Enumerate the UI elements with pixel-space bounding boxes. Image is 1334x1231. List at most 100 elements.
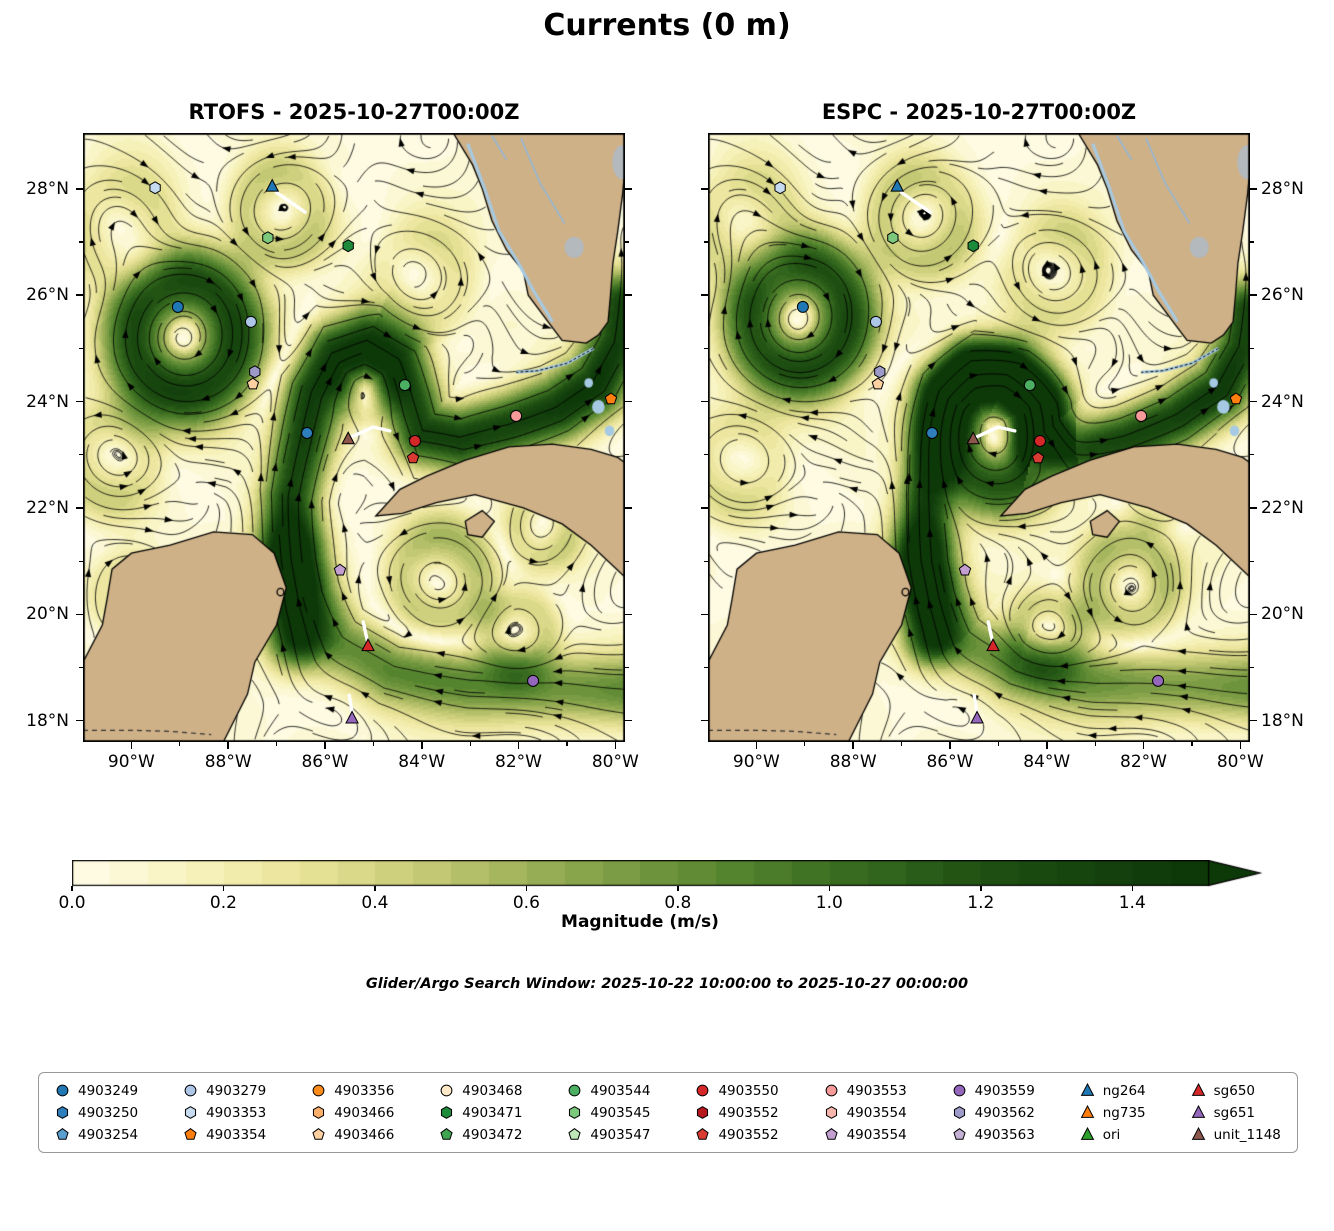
triangle-glyph [1080, 1105, 1095, 1118]
legend: 4903249 4903250 4903254 4903279 4903353 49033… [38, 1072, 1298, 1153]
lon-tick [421, 742, 423, 749]
legend-item-4903544: 4903544 [567, 1080, 651, 1101]
legend-item-4903552: 4903552 [695, 1102, 779, 1123]
legend-item-label: sg651 [1213, 1104, 1255, 1121]
lon-tick [227, 742, 229, 749]
legend-item-label: 4903562 [974, 1104, 1035, 1121]
lon-tick-label: 86°W [926, 752, 974, 772]
lat-tick [76, 400, 83, 403]
legend-item-label: 4903466 [334, 1126, 395, 1143]
legend-item-label: 4903545 [590, 1104, 651, 1121]
espc-streamplot-map [708, 133, 1250, 742]
circle-glyph [56, 1084, 69, 1097]
lat-minor-tick [625, 560, 629, 562]
legend-item-4903472: 4903472 [439, 1124, 522, 1145]
legend-item-label: 4903553 [846, 1082, 907, 1099]
triangle-marker-icon [1191, 1083, 1205, 1096]
legend-item-label: 4903250 [78, 1104, 139, 1121]
colorbar-tick-label: 0.6 [512, 893, 540, 913]
legend-item-label: 4903554 [846, 1126, 907, 1143]
circle-marker-icon [184, 1084, 197, 1097]
legend-item-label: ori [1102, 1126, 1121, 1143]
hexagon-glyph [825, 1106, 837, 1119]
colorbar-tick [828, 886, 831, 891]
legend-item-4903563: 4903563 [952, 1124, 1035, 1145]
legend-item-label: sg650 [1213, 1082, 1255, 1099]
panel-title-rtofs: RTOFS - 2025-10-27T00:00Z [188, 100, 520, 124]
lon-tick-label: 88°W [829, 752, 877, 772]
legend-item-4903554: 4903554 [824, 1102, 907, 1123]
legend-item-sg651: sg651 [1191, 1102, 1281, 1123]
lat-tick [76, 613, 83, 616]
legend-item-4903249: 4903249 [55, 1080, 138, 1101]
lat-tick [701, 400, 708, 403]
lat-tick [1250, 400, 1257, 403]
lat-minor-tick [625, 666, 629, 669]
lon-tick-label: 80°W [591, 752, 639, 772]
lat-tick [625, 719, 632, 722]
lat-tick [76, 294, 83, 296]
lat-minor-tick [1250, 560, 1254, 562]
pentagon-marker-icon [696, 1128, 710, 1140]
legend-item-label: 4903559 [974, 1082, 1035, 1099]
lat-tick-label: 22°N [1261, 497, 1304, 518]
pentagon-glyph [312, 1128, 325, 1140]
lat-tick [1250, 188, 1257, 190]
lat-tick [625, 188, 632, 190]
hexagon-marker-icon [185, 1106, 197, 1119]
legend-item-label: 4903547 [590, 1126, 651, 1143]
legend-item-label: 4903356 [334, 1082, 395, 1099]
lat-tick [1250, 294, 1257, 296]
lat-tick-label: 24°N [26, 391, 69, 412]
circle-glyph [312, 1084, 325, 1097]
colorbar-tick-label: 1.2 [967, 893, 995, 913]
legend-item-label: ng264 [1102, 1082, 1146, 1099]
legend-item-label: 4903249 [78, 1082, 139, 1099]
legend-column: sg650 sg651 unit_1148 [1191, 1080, 1281, 1145]
legend-item-label: 4903552 [718, 1126, 779, 1143]
lat-tick [1250, 507, 1257, 509]
legend-item-4903279: 4903279 [183, 1080, 266, 1101]
colorbar-tick-label: 0.2 [209, 893, 237, 913]
lat-tick [1250, 719, 1257, 722]
legend-item-label: unit_1148 [1213, 1126, 1281, 1143]
colorbar-tick-label: 0.8 [664, 893, 692, 913]
pentagon-marker-icon [824, 1128, 838, 1140]
legend-item-4903545: 4903545 [567, 1102, 651, 1123]
hexagon-marker-icon [825, 1106, 837, 1119]
legend-item-4903250: 4903250 [55, 1102, 138, 1123]
circle-marker-icon [568, 1084, 581, 1097]
legend-item-4903354: 4903354 [183, 1124, 266, 1145]
pentagon-glyph [824, 1128, 838, 1140]
legend-item-label: 4903471 [462, 1104, 523, 1121]
legend-item-sg650: sg650 [1191, 1080, 1281, 1101]
lon-tick [614, 742, 617, 749]
lat-tick [625, 294, 632, 296]
pentagon-marker-icon [56, 1128, 69, 1140]
lon-tick [130, 742, 133, 749]
circle-marker-icon [953, 1084, 966, 1097]
lat-tick [1250, 613, 1257, 616]
colorbar [72, 860, 1272, 888]
lon-tick-label: 84°W [398, 752, 446, 772]
lat-minor-tick [1250, 666, 1254, 669]
lat-tick [701, 719, 708, 722]
legend-item-4903547: 4903547 [567, 1124, 651, 1145]
lon-tick-label: 80°W [1216, 752, 1264, 772]
lon-minor-tick [1094, 742, 1096, 746]
legend-item-ng735: ng735 [1080, 1102, 1146, 1123]
colorbar-label: Magnitude (m/s) [561, 912, 719, 932]
lat-tick [701, 507, 708, 509]
legend-item-label: 4903552 [718, 1104, 779, 1121]
triangle-marker-icon [1191, 1105, 1205, 1118]
legend-item-4903468: 4903468 [439, 1080, 522, 1101]
hexagon-glyph [56, 1106, 69, 1119]
pentagon-glyph [568, 1128, 582, 1140]
hexagon-marker-icon [441, 1106, 453, 1119]
triangle-glyph [1191, 1127, 1205, 1140]
lat-tick-label: 22°N [26, 497, 69, 518]
legend-item-4903554: 4903554 [824, 1124, 907, 1145]
pentagon-marker-icon [953, 1128, 966, 1140]
lon-tick-label: 90°W [732, 752, 780, 772]
